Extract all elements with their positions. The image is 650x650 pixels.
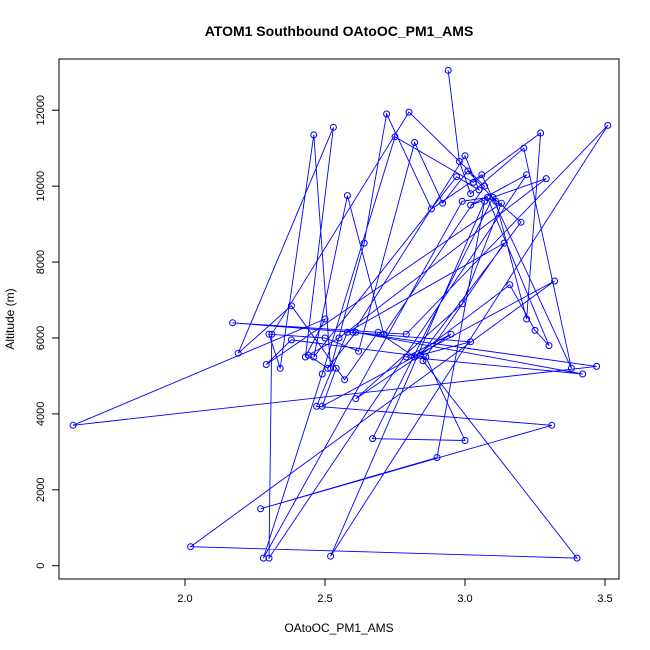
data-point — [318, 370, 326, 378]
data-point — [402, 330, 410, 338]
y-tick-label: 6000 — [35, 326, 47, 350]
data-point — [548, 421, 556, 429]
data-point — [444, 66, 452, 74]
chart-title: ATOM1 Southbound OAtoOC_PM1_AMS — [205, 23, 474, 39]
data-point — [265, 330, 273, 338]
data-point — [551, 277, 559, 285]
data-point — [542, 175, 550, 183]
data-point — [276, 364, 284, 372]
data-point — [439, 199, 447, 207]
data-point — [517, 218, 525, 226]
data-point — [69, 421, 77, 429]
data-point — [475, 186, 483, 194]
y-tick-label: 0 — [35, 563, 47, 569]
data-point — [355, 347, 363, 355]
data-point — [537, 129, 545, 137]
x-tick-label: 3.0 — [457, 593, 472, 605]
data-point — [489, 194, 497, 201]
data-point — [461, 152, 469, 160]
y-tick-label: 8000 — [35, 250, 47, 274]
data-point — [604, 121, 612, 129]
data-point — [343, 328, 351, 336]
data-point — [234, 349, 242, 357]
data-point — [318, 402, 326, 410]
data-point — [433, 454, 441, 461]
data-point — [478, 171, 486, 179]
data-point — [369, 435, 377, 443]
data-point — [447, 330, 455, 338]
data-point — [287, 302, 295, 310]
data-point — [467, 201, 475, 209]
data-point — [573, 554, 581, 562]
y-tick-label: 4000 — [35, 402, 47, 426]
data-point — [469, 178, 477, 186]
x-axis-label: OAtoOC_PM1_AMS — [284, 621, 393, 635]
x-tick-label: 2.0 — [177, 593, 192, 605]
series-lines — [72, 70, 609, 560]
data-point — [262, 361, 270, 368]
data-point — [523, 315, 531, 323]
x-tick-label: 3.5 — [597, 593, 612, 605]
data-point — [310, 131, 318, 139]
data-point — [593, 362, 601, 370]
data-point — [458, 197, 466, 205]
data-point — [497, 199, 505, 207]
x-tick-label: 2.5 — [317, 593, 332, 605]
data-point — [405, 108, 413, 116]
data-point — [579, 370, 587, 378]
data-point — [523, 171, 531, 179]
data-point — [411, 139, 419, 146]
data-point — [453, 173, 461, 181]
data-point — [419, 357, 427, 365]
data-point — [531, 326, 539, 334]
data-point — [327, 552, 335, 560]
data-point — [321, 334, 329, 342]
data-point — [467, 190, 475, 198]
data-point — [360, 239, 368, 247]
data-point — [335, 334, 343, 342]
y-axis: 0 2000 4000 6000 8000 10000 12000 — [35, 95, 60, 569]
data-point — [380, 330, 388, 338]
data-point — [520, 144, 528, 152]
y-tick-label: 2000 — [35, 478, 47, 502]
data-point — [332, 364, 340, 372]
series-points — [69, 66, 612, 562]
y-tick-label: 12000 — [35, 95, 47, 126]
data-point — [329, 123, 337, 131]
data-point — [321, 315, 329, 323]
series-line — [72, 70, 609, 560]
data-point — [402, 353, 410, 361]
y-axis-label: Altitude (m) — [3, 288, 17, 349]
data-point — [391, 133, 399, 141]
data-point — [383, 110, 391, 118]
data-point — [352, 328, 360, 336]
data-point — [500, 239, 508, 247]
y-tick-label: 10000 — [35, 171, 47, 202]
data-point — [455, 158, 463, 165]
data-point — [352, 395, 360, 403]
data-point — [467, 338, 475, 346]
data-point — [545, 342, 553, 350]
data-point — [341, 376, 349, 384]
data-point — [506, 281, 514, 289]
data-point — [461, 437, 469, 444]
data-point — [464, 167, 472, 175]
data-point — [343, 192, 351, 200]
data-point — [458, 300, 466, 308]
data-point — [324, 364, 332, 372]
data-point — [187, 543, 195, 551]
data-point — [304, 351, 312, 359]
data-point — [567, 364, 575, 372]
data-point — [287, 336, 295, 344]
data-point — [416, 351, 424, 359]
data-point — [257, 505, 265, 513]
data-point — [427, 205, 435, 213]
data-point — [229, 319, 237, 327]
data-point — [481, 197, 489, 205]
x-axis: 2.0 2.5 3.0 3.5 — [177, 578, 613, 605]
data-point — [481, 182, 489, 190]
data-point — [265, 554, 273, 562]
data-point — [268, 330, 276, 338]
